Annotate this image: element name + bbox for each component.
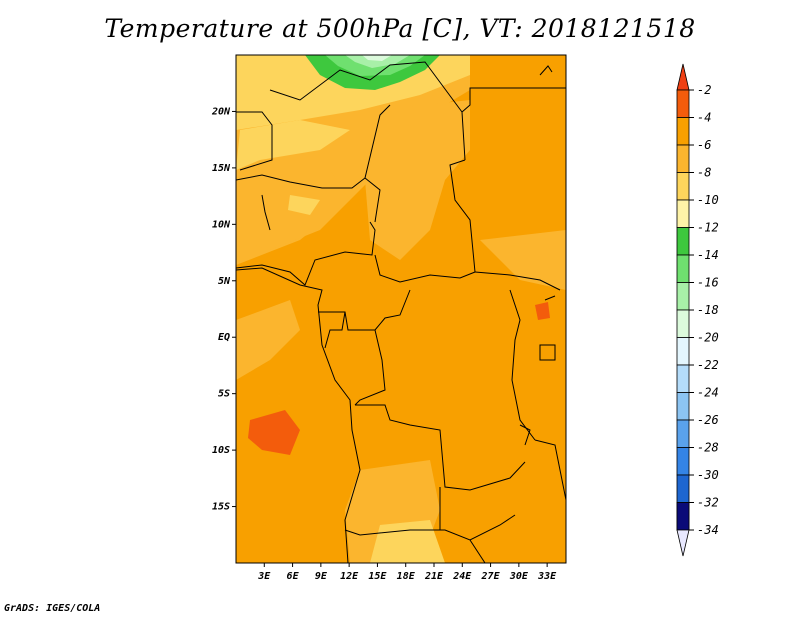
colorbar-bin bbox=[676, 254, 690, 283]
colorbar-bin bbox=[676, 419, 690, 448]
coastline bbox=[236, 267, 361, 563]
lon-label: 33E bbox=[537, 571, 557, 582]
grads-credit: GrADS: IGES/COLA bbox=[4, 603, 101, 614]
field-coast-light bbox=[236, 300, 300, 380]
colorbar-label: -30 bbox=[697, 468, 719, 482]
lon-label: 15E bbox=[368, 571, 387, 582]
lon-label: 30E bbox=[509, 571, 529, 582]
colorbar-label: -16 bbox=[697, 276, 719, 290]
colorbar-bin bbox=[676, 117, 690, 146]
country-borders bbox=[236, 61, 566, 563]
field-cold-green-4 bbox=[362, 55, 392, 61]
field-cold-green-3 bbox=[345, 55, 410, 68]
colorbar-label: -8 bbox=[697, 166, 711, 180]
colorbar-bin-last bbox=[676, 502, 690, 531]
field-warm-patch-2 bbox=[535, 302, 550, 320]
lon-label: 6E bbox=[287, 571, 300, 582]
colorbar-bin bbox=[676, 474, 690, 503]
lon-axis: 3E 6E 9E 12E 15E 18E 21E 24E 27E 30E 33E bbox=[257, 563, 557, 582]
colorbar-bin bbox=[676, 282, 690, 311]
lat-label: 15N bbox=[212, 163, 231, 174]
colorbar-bin bbox=[676, 199, 690, 228]
map-title: Temperature at 500hPa [C], VT: 201812151… bbox=[104, 14, 696, 43]
colorbar-label: -32 bbox=[697, 496, 719, 510]
lon-label: 27E bbox=[481, 571, 501, 582]
colorbar-bin bbox=[676, 89, 690, 118]
colorbar-label: -26 bbox=[697, 413, 719, 427]
lat-label: 10S bbox=[212, 445, 230, 456]
colorbar-label: -2 bbox=[697, 83, 711, 97]
colorbar-label: -34 bbox=[697, 523, 719, 537]
lat-label: 5S bbox=[218, 389, 230, 400]
colorbar-label: -12 bbox=[697, 221, 719, 235]
colorbar-label: -4 bbox=[697, 111, 711, 125]
field-east-light bbox=[480, 230, 566, 290]
colorbar-bin bbox=[676, 392, 690, 421]
field-south-yellow bbox=[370, 520, 445, 563]
colorbar-bin bbox=[676, 447, 690, 476]
colorbar-label: -20 bbox=[697, 331, 719, 345]
temperature-field bbox=[236, 55, 566, 563]
colorbar-label: -24 bbox=[697, 386, 719, 400]
lon-label: 12E bbox=[340, 571, 359, 582]
field-west-yellow bbox=[288, 195, 320, 215]
lon-label: 9E bbox=[315, 571, 328, 582]
lat-label: 5N bbox=[218, 276, 231, 287]
lon-label: 18E bbox=[397, 571, 416, 582]
field-sahel-light bbox=[365, 100, 470, 260]
colorbar-label: -22 bbox=[697, 358, 719, 372]
colorbar-bottom-arrow bbox=[676, 529, 690, 557]
colorbar-bin bbox=[676, 172, 690, 201]
field-north-yellow-2 bbox=[236, 120, 350, 170]
colorbar-bin bbox=[676, 227, 690, 256]
map-frame bbox=[235, 54, 567, 564]
colorbar-label: -14 bbox=[697, 248, 719, 262]
colorbar-label: -18 bbox=[697, 303, 719, 317]
lat-label: 10N bbox=[212, 219, 231, 230]
colorbar-top-arrow bbox=[676, 63, 690, 91]
lon-label: 3E bbox=[257, 571, 271, 582]
lat-label: 15S bbox=[212, 502, 230, 513]
colorbar: -2 -4 -6 -8 -10 -12 -14 -16 -18 -20 -22 -24 -26 -28 -3… bbox=[676, 63, 719, 557]
colorbar-label: -28 bbox=[697, 441, 719, 455]
colorbar-bin bbox=[676, 337, 690, 366]
colorbar-bin bbox=[676, 309, 690, 338]
lat-axis: 20N 15N 10N 5N EQ 5S 10S 15S bbox=[211, 106, 236, 513]
lon-label: 21E bbox=[424, 571, 444, 582]
lat-label: EQ bbox=[218, 332, 230, 343]
colorbar-label: -6 bbox=[697, 138, 711, 152]
lon-label: 24E bbox=[452, 571, 472, 582]
colorbar-bin bbox=[676, 364, 690, 393]
colorbar-label: -10 bbox=[697, 193, 719, 207]
field-warm-patch bbox=[248, 410, 300, 455]
colorbar-bin bbox=[676, 144, 690, 173]
lat-label: 20N bbox=[211, 106, 231, 117]
